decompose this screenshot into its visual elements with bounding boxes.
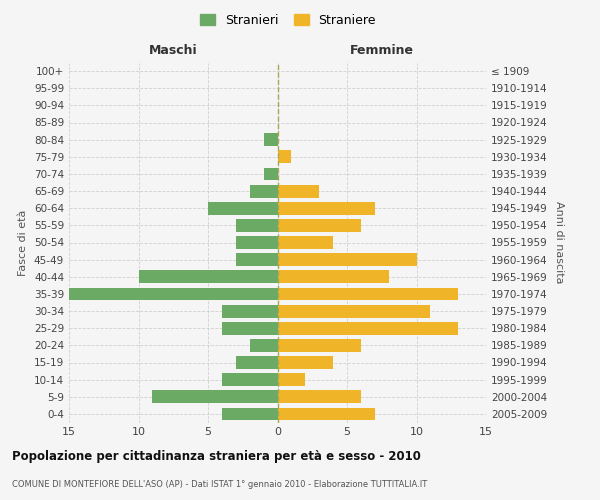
Legend: Stranieri, Straniere: Stranieri, Straniere xyxy=(195,8,381,32)
Bar xyxy=(208,202,277,214)
Bar xyxy=(236,219,277,232)
Bar xyxy=(236,253,277,266)
Bar xyxy=(139,270,277,283)
Text: Femmine: Femmine xyxy=(350,44,414,58)
Bar xyxy=(277,288,458,300)
Bar xyxy=(222,322,277,334)
Text: Popolazione per cittadinanza straniera per età e sesso - 2010: Popolazione per cittadinanza straniera p… xyxy=(12,450,421,463)
Bar xyxy=(250,339,277,352)
Bar xyxy=(277,253,416,266)
Bar xyxy=(277,356,333,369)
Bar xyxy=(277,373,305,386)
Bar xyxy=(277,390,361,403)
Bar xyxy=(277,270,389,283)
Bar xyxy=(263,133,277,146)
Bar xyxy=(277,202,375,214)
Text: COMUNE DI MONTEFIORE DELL'ASO (AP) - Dati ISTAT 1° gennaio 2010 - Elaborazione T: COMUNE DI MONTEFIORE DELL'ASO (AP) - Dat… xyxy=(12,480,427,489)
Bar xyxy=(277,150,292,163)
Bar xyxy=(222,304,277,318)
Bar xyxy=(152,390,277,403)
Bar xyxy=(222,373,277,386)
Bar xyxy=(222,408,277,420)
Bar xyxy=(277,322,458,334)
Bar xyxy=(277,304,430,318)
Bar xyxy=(277,219,361,232)
Bar xyxy=(277,236,333,249)
Bar xyxy=(277,184,319,198)
Bar xyxy=(277,408,375,420)
Bar xyxy=(277,339,361,352)
Bar xyxy=(263,168,277,180)
Bar xyxy=(250,184,277,198)
Bar xyxy=(236,356,277,369)
Text: Maschi: Maschi xyxy=(149,44,197,58)
Bar xyxy=(69,288,277,300)
Bar xyxy=(236,236,277,249)
Y-axis label: Fasce di età: Fasce di età xyxy=(19,210,28,276)
Y-axis label: Anni di nascita: Anni di nascita xyxy=(554,201,564,284)
